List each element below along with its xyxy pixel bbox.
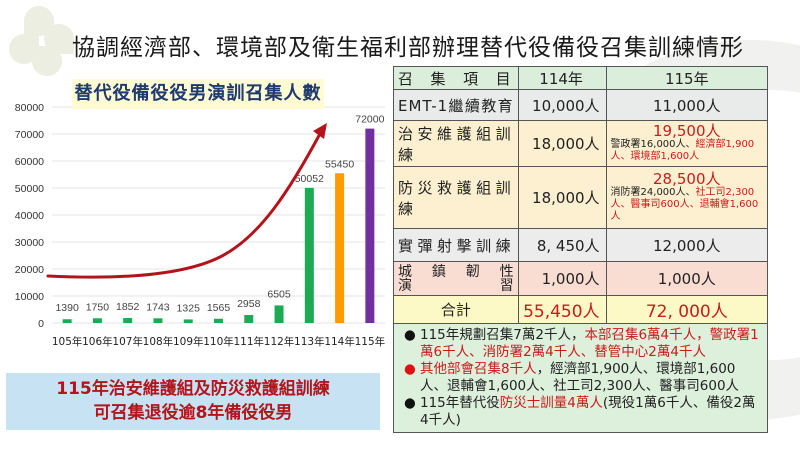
table-header-row: 召集項目 114年 115年	[393, 66, 769, 90]
row-item: 防災救護組訓練	[393, 166, 519, 229]
svg-text:0: 0	[38, 318, 44, 330]
total-label: 合計	[393, 295, 519, 324]
table-row: 實彈射擊訓練 8, 450人 12,000人	[393, 228, 769, 262]
row-115: 12,000人	[605, 228, 769, 262]
row-115: 11,000人	[605, 89, 769, 121]
total-115: 72, 000人	[605, 295, 769, 324]
row-115: 1,000人	[605, 261, 769, 296]
svg-text:10000: 10000	[15, 291, 44, 303]
bullet-icon: ●	[404, 327, 416, 343]
row-item: 實彈射擊訓練	[393, 228, 519, 262]
svg-text:1390: 1390	[55, 302, 79, 314]
note-tail: ，經濟部1,900人、環境部1,600人、退輔會1,600人、社工司2,300人…	[420, 361, 740, 394]
chart-title: 替代役備役役男演訓召集人數	[72, 79, 324, 109]
urban-char: 城	[398, 263, 412, 280]
table-row: 城 鎮 韌 性 演 習 1,000人 1,000人	[393, 261, 769, 296]
svg-text:80000: 80000	[15, 102, 44, 114]
svg-text:1750: 1750	[86, 301, 110, 313]
row-115-total: 19,500人	[653, 122, 721, 140]
note-text: 115年替代役	[420, 395, 500, 411]
urban-char: 性	[499, 263, 514, 280]
note-highlight: 其他部會召集8千人	[420, 361, 537, 377]
header-114: 114年	[517, 66, 607, 90]
svg-text:2958: 2958	[237, 298, 261, 310]
table-total-row: 合計 55,450人 72, 000人	[393, 295, 769, 324]
row-114: 1,000人	[517, 261, 607, 296]
svg-text:115年: 115年	[355, 335, 386, 348]
clover-logo-icon	[4, 4, 74, 76]
svg-text:114年: 114年	[324, 335, 355, 348]
urban-char: 演	[398, 277, 412, 294]
recruitment-table: 召集項目 114年 115年 EMT-1繼續教育 10,000人 11,000人…	[393, 66, 769, 324]
row-114: 18,000人	[517, 166, 607, 229]
svg-text:50052: 50052	[295, 173, 324, 185]
table-row: EMT-1繼續教育 10,000人 11,000人	[393, 89, 769, 121]
banner-line-1: 115年治安維護組及防災救護組訓練	[56, 379, 330, 399]
row-item: EMT-1繼續教育	[393, 89, 519, 121]
svg-text:70000: 70000	[15, 129, 44, 141]
svg-text:106年: 106年	[82, 335, 113, 348]
row-115-total: 28,500人	[653, 170, 721, 188]
bullet-icon: ●	[404, 395, 416, 411]
svg-text:40000: 40000	[15, 210, 44, 222]
note-text: 115年規劃召集7萬2千人，	[420, 327, 585, 343]
svg-text:50000: 50000	[15, 183, 44, 195]
svg-text:1325: 1325	[177, 302, 201, 314]
notes-box: ● 115年規劃召集7萬2千人，本部召集6萬4千人，警政署1萬6千人、消防署2萬…	[393, 323, 768, 433]
svg-text:110年: 110年	[203, 335, 234, 348]
svg-text:109年: 109年	[173, 335, 204, 348]
detail-red: 社工司2,300人、醫事司600人、退輔會1,600人	[610, 187, 759, 222]
detail-red: 經濟部1,900人、環境部1,600人	[610, 139, 755, 162]
page-title: 協調經濟部、環境部及衛生福利部辦理替代役備役召集訓練情形	[72, 35, 744, 61]
row-item: 治安維護組訓練	[393, 120, 519, 167]
banner-line-2: 可召集退役逾8年備役役男	[93, 403, 293, 423]
svg-text:6505: 6505	[267, 288, 291, 300]
row-item: 城 鎮 韌 性 演 習	[393, 261, 519, 296]
row-115: 19,500人 警政署16,000人、經濟部1,900人、環境部1,600人	[605, 120, 769, 167]
svg-text:72000: 72000	[355, 114, 384, 126]
note-item: ● 115年規劃召集7萬2千人，本部召集6萬4千人，警政署1萬6千人、消防署2萬…	[404, 327, 759, 361]
svg-text:55450: 55450	[325, 158, 354, 170]
svg-text:30000: 30000	[15, 237, 44, 249]
svg-text:108年: 108年	[143, 335, 174, 348]
table-row: 治安維護組訓練 18,000人 19,500人 警政署16,000人、經濟部1,…	[393, 120, 769, 167]
row-114: 8, 450人	[517, 228, 607, 262]
note-item: ● 115年替代役防災士訓量4萬人(現役1萬6千人、備役2萬4千人)	[404, 395, 759, 429]
bullet-icon: ●	[404, 361, 416, 377]
row-114: 10,000人	[517, 89, 607, 121]
svg-text:112年: 112年	[264, 335, 295, 348]
svg-text:105年: 105年	[52, 335, 83, 348]
svg-text:1852: 1852	[116, 301, 140, 313]
row-115-detail: 警政署16,000人、經濟部1,900人、環境部1,600人	[611, 139, 763, 163]
note-highlight: 本部召集6萬4千人，警政署1萬6千人、消防署2萬4千人、替管中心2萬4千人	[420, 327, 759, 360]
row-115-detail: 消防署24,000人、社工司2,300人、醫事司600人、退輔會1,600人	[611, 187, 763, 223]
note-highlight: 防災士訓量4萬人	[499, 395, 603, 411]
svg-text:111年: 111年	[233, 335, 264, 348]
svg-text:20000: 20000	[15, 264, 44, 276]
detail-black: 消防署24,000人、	[610, 187, 696, 198]
urban-char: 韌	[465, 263, 480, 280]
bar-chart: 0 10000 20000 30000 40000 50000 60000 70000 8000…	[15, 102, 386, 348]
row-114: 18,000人	[517, 120, 607, 167]
svg-text:60000: 60000	[15, 156, 44, 168]
header-item: 召集項目	[393, 66, 519, 90]
header-115: 115年	[605, 66, 769, 90]
note-item: ● 其他部會召集8千人，經濟部1,900人、環境部1,600人、退輔會1,600…	[404, 361, 759, 395]
detail-black: 警政署16,000人、	[610, 139, 696, 150]
svg-text:107年: 107年	[112, 335, 143, 348]
urban-char: 鎮	[431, 263, 446, 280]
total-114: 55,450人	[517, 295, 607, 324]
urban-char: 習	[499, 277, 514, 294]
note-tail: (現役1萬6千人、備役2萬4千人)	[420, 395, 756, 428]
svg-text:1565: 1565	[207, 302, 231, 314]
table-row: 防災救護組訓練 18,000人 28,500人 消防署24,000人、社工司2,…	[393, 166, 769, 229]
svg-text:113年: 113年	[294, 335, 325, 348]
row-115: 28,500人 消防署24,000人、社工司2,300人、醫事司600人、退輔會…	[605, 166, 769, 229]
banner: 115年治安維護組及防災救護組訓練 可召集退役逾8年備役役男	[6, 373, 380, 430]
svg-text:1743: 1743	[146, 301, 170, 313]
